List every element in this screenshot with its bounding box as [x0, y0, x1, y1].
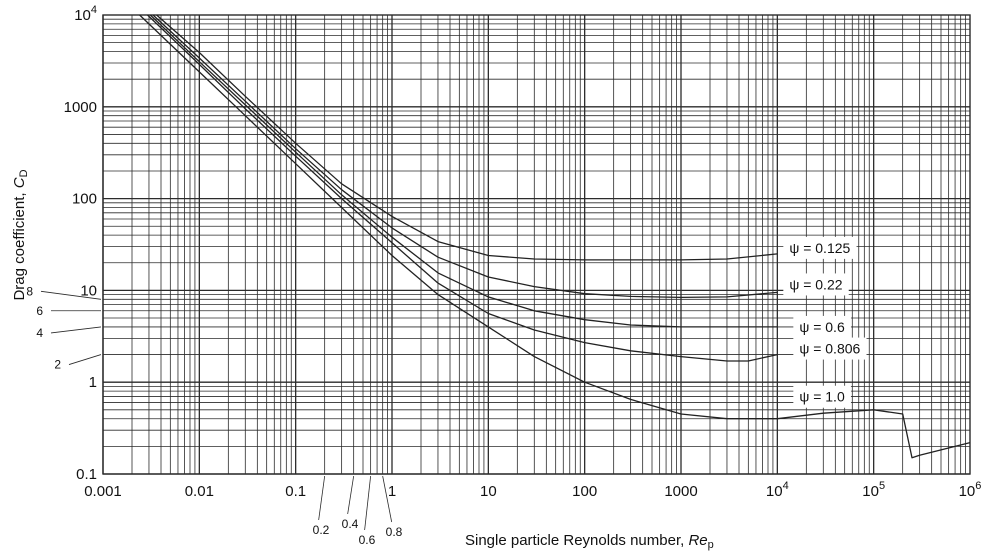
series-label-3: ψ = 0.6 [799, 319, 845, 335]
x-minor-leader [364, 475, 372, 531]
series-line-2 [152, 14, 778, 299]
y-minor-label: 4 [36, 326, 43, 340]
series-line-3 [149, 14, 778, 328]
callout-leaders [40, 290, 393, 531]
series-label-5: ψ = 1.0 [799, 389, 845, 405]
plot-frame [102, 14, 971, 475]
x-tick-label: 10 [480, 483, 497, 500]
y-minor-leader [50, 326, 102, 334]
y-tick-label: 0.1 [76, 466, 97, 483]
x-minor-label: 0.4 [342, 517, 359, 531]
y-tick-label: 100 [72, 191, 97, 208]
x-tick-label: 104 [766, 480, 789, 500]
x-minor-leader [347, 475, 355, 515]
series-label-2: ψ = 0.22 [789, 276, 842, 292]
y-minor-label: 6 [36, 304, 43, 318]
x-minor-leader [382, 475, 393, 523]
y-minor-label: 8 [26, 284, 33, 298]
series-label-1: ψ = 0.125 [789, 240, 850, 256]
y-axis-title: Drag coefficient, CD [11, 169, 30, 300]
x-minor-label: 0.8 [386, 525, 403, 539]
series-label-4: ψ = 0.806 [799, 341, 860, 357]
y-tick-label: 10 [80, 282, 97, 299]
x-tick-label: 1000 [664, 483, 697, 500]
tick-labels: 0.001 0.01 0.1 1 10 100 1000 104 105 106 0.1 1 10 100… [26, 4, 981, 547]
x-tick-label: 105 [862, 480, 885, 500]
series-label-box [783, 273, 849, 296]
y-tick-label: 1000 [64, 99, 97, 116]
series-label-box [793, 385, 851, 408]
y-tick-label: 104 [74, 4, 97, 24]
y-minor-label: 2 [54, 358, 61, 372]
x-tick-label: 0.1 [285, 483, 306, 500]
x-tick-label: 0.001 [84, 483, 122, 500]
x-minor-label: 0.2 [313, 523, 330, 537]
series-line-1 [156, 14, 778, 261]
x-tick-label: 0.01 [185, 483, 214, 500]
series-labels: ψ = 0.125 ψ = 0.22 ψ = 0.6 ψ = 0.806 ψ = 1.0 [783, 236, 867, 408]
x-tick-label: 106 [959, 480, 982, 500]
series-layer [139, 14, 971, 459]
series-label-box [783, 236, 857, 259]
x-tick-label: 1 [388, 483, 396, 500]
series-label-box [793, 315, 851, 338]
x-minor-label: 0.6 [359, 533, 376, 547]
series-label-box [793, 337, 867, 360]
series-line-4 [147, 14, 778, 362]
series-line-5 [139, 14, 971, 459]
y-minor-leader [68, 354, 102, 365]
x-tick-label: 100 [572, 483, 597, 500]
x-minor-leader [318, 475, 326, 521]
y-tick-label: 1 [89, 374, 97, 391]
x-axis-title: Single particle Reynolds number, Rep [465, 532, 714, 551]
y-minor-leader [40, 290, 102, 300]
